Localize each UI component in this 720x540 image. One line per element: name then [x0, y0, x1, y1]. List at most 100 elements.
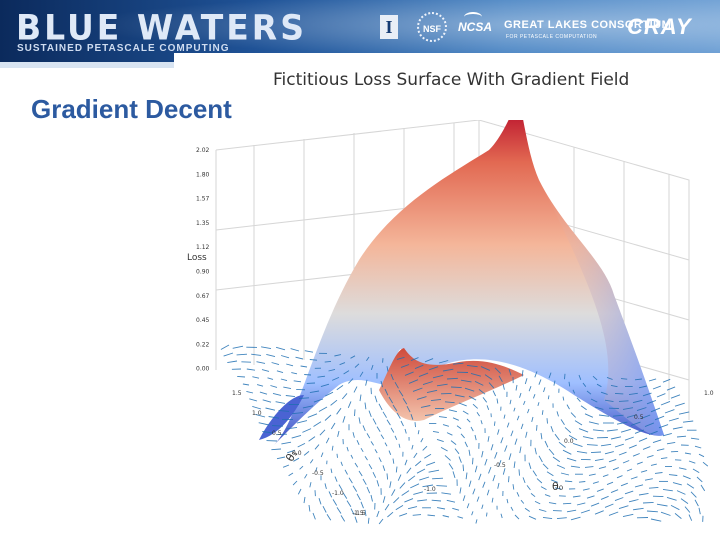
gradient-arrow [466, 364, 478, 368]
gradient-arrow [380, 434, 385, 440]
gradient-arrow [484, 374, 493, 380]
gradient-arrow [664, 409, 675, 414]
illinois-logo: I [380, 15, 398, 39]
gradient-arrow [366, 356, 370, 361]
gradient-arrow [456, 425, 462, 430]
gradient-arrow [618, 505, 629, 510]
gradient-arrow [376, 480, 380, 487]
gradient-arrow [252, 405, 262, 410]
gradient-arrow [656, 448, 665, 452]
great-lakes-logo: GREAT LAKES CONSORTIUM [504, 19, 672, 31]
gradient-arrow [588, 421, 599, 425]
gradient-arrow [546, 471, 554, 477]
gradient-arrow [388, 396, 394, 404]
gradient-arrow [309, 359, 318, 361]
gradient-arrow [402, 397, 408, 405]
gradient-arrow [350, 508, 355, 516]
gradient-arrow [418, 372, 429, 378]
gradient-arrow [332, 499, 338, 506]
gradient-arrow [552, 456, 561, 463]
gradient-arrow [422, 381, 433, 386]
gradient-arrow [594, 458, 604, 462]
gradient-arrow [602, 474, 609, 478]
gradient-arrow [566, 509, 577, 513]
gradient-arrow [342, 416, 346, 423]
gradient-arrow [441, 492, 452, 495]
gradient-arrow [594, 406, 604, 410]
gradient-arrow [548, 502, 557, 505]
gradient-arrow [428, 469, 440, 473]
gradient-arrow [448, 463, 454, 470]
gradient-arrow [259, 391, 268, 395]
gradient-arrow [319, 429, 326, 436]
gradient-arrow [554, 433, 560, 441]
gradient-arrow [396, 412, 401, 419]
gradient-arrow [608, 458, 617, 463]
gradient-arrow [516, 415, 520, 421]
gradient-arrow [584, 466, 594, 468]
gradient-arrow [320, 383, 330, 388]
gradient-arrow [420, 405, 431, 408]
gradient-arrow [326, 513, 332, 521]
z-tick-label: 1.35 [196, 220, 210, 227]
gradient-arrow [634, 484, 644, 488]
gradient-arrow [412, 387, 423, 392]
gradient-arrow [365, 379, 368, 386]
gradient-arrow [446, 432, 453, 436]
gradient-arrow [513, 461, 516, 468]
gradient-arrow [592, 375, 598, 381]
gradient-arrow [497, 429, 500, 435]
gradient-arrow [472, 457, 474, 465]
gradient-arrow [662, 432, 672, 437]
gradient-arrow [276, 456, 286, 460]
gradient-arrow [468, 480, 472, 487]
gradient-arrow [308, 504, 311, 512]
gradient-arrow [251, 353, 262, 356]
gradient-arrow [586, 495, 595, 499]
gradient-arrow [275, 401, 286, 404]
gradient-arrow [299, 465, 304, 470]
gradient-arrow [492, 390, 497, 397]
surface-left-dip [259, 395, 304, 440]
gradient-arrow [638, 437, 648, 442]
z-tick-label: 0.90 [196, 269, 210, 276]
gradient-arrow [528, 515, 537, 520]
gradient-arrow [330, 422, 336, 430]
gradient-arrow [568, 381, 571, 387]
gradient-arrow [493, 421, 496, 426]
gradient-arrow [299, 397, 310, 399]
gradient-arrow [454, 448, 460, 455]
gradient-arrow [346, 446, 349, 452]
gradient-arrow [438, 360, 449, 364]
gradient-arrow [570, 465, 580, 468]
gradient-arrow [502, 383, 505, 390]
gradient-arrow [462, 410, 469, 415]
gradient-arrow [352, 432, 355, 438]
gradient-arrow [608, 511, 619, 516]
gradient-arrow [684, 506, 691, 513]
gradient-arrow [682, 475, 691, 480]
gradient-arrow [650, 407, 661, 413]
gradient-arrow [324, 391, 334, 397]
gradient-arrow [515, 384, 518, 391]
gradient-arrow [642, 392, 652, 397]
gradient-arrow [540, 486, 547, 490]
gradient-arrow [638, 492, 649, 496]
gradient-arrow [324, 483, 327, 490]
gradient-arrow [648, 430, 658, 436]
gradient-arrow [262, 399, 272, 403]
gradient-arrow [590, 398, 598, 403]
gradient-arrow [413, 452, 418, 459]
gradient-arrow [618, 451, 627, 456]
z-tick-label: 2.02 [196, 147, 210, 154]
gradient-arrow [520, 499, 525, 504]
banner-glow [0, 0, 720, 62]
gradient-arrow [514, 438, 518, 445]
gradient-arrow [622, 513, 634, 518]
gradient-arrow [340, 461, 343, 466]
gradient-arrow [576, 397, 581, 402]
gradient-arrow [628, 392, 638, 396]
gradient-arrow [304, 350, 314, 353]
gradient-arrow [578, 374, 582, 380]
gradient-arrow [387, 511, 394, 518]
